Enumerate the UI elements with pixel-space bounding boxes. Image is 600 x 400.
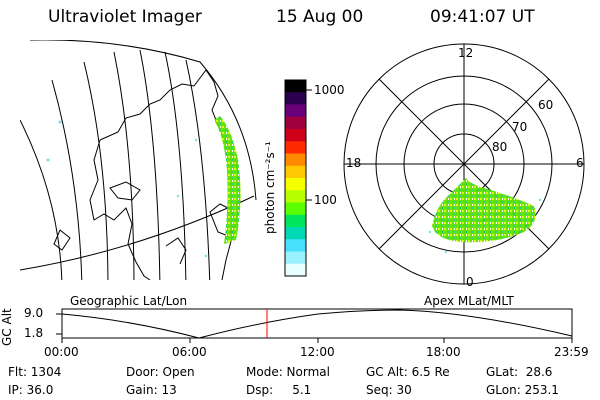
mlt-label-6: 6 <box>576 156 584 170</box>
colorbar-label-100: 100 <box>314 193 337 207</box>
xtick-1200: 12:00 <box>300 345 335 359</box>
colorbar-segment <box>285 80 306 93</box>
info-ip: IP: 36.0 <box>8 383 54 397</box>
geo-aurora <box>46 116 241 258</box>
colorbar-segment <box>285 239 306 253</box>
info-flt: Flt: 1304 <box>8 365 62 379</box>
colorbar-segment <box>285 178 306 191</box>
date-label: 15 Aug 00 <box>276 7 364 27</box>
colorbar-segment <box>285 263 306 277</box>
colorbar-segment <box>285 116 306 130</box>
colorbar-unit-label: photon cm⁻²s⁻¹ <box>263 141 277 234</box>
mlat-label-60: 60 <box>538 98 554 112</box>
info-door: Door: Open <box>126 365 195 379</box>
colorbar-label-1000: 1000 <box>314 83 345 97</box>
geographic-map <box>20 40 257 280</box>
colorbar-segment <box>285 214 306 228</box>
colorbar-segment <box>285 92 306 106</box>
colorbar-segment <box>285 153 306 167</box>
info-seq: Seq: 30 <box>366 383 412 397</box>
colorbar-segment <box>285 190 306 204</box>
info-gcalt: GC Alt: 6.5 Re <box>366 365 450 379</box>
colorbar-segment <box>285 129 306 142</box>
mlt-label-12: 12 <box>458 46 474 60</box>
xtick-0600: 06:00 <box>172 345 207 359</box>
info-dsp: Dsp: 5.1 <box>246 383 312 397</box>
timeline-ylabel: GC Alt <box>0 308 14 346</box>
mlt-label-0: 0 <box>466 275 474 289</box>
polar-aurora <box>428 178 542 254</box>
colorbar-segment <box>285 227 306 240</box>
colorbar-segment <box>285 141 306 155</box>
ytick-1.8: 1.8 <box>24 326 44 340</box>
instrument-title: Ultraviolet Imager <box>48 7 202 27</box>
info-glon: GLon: 253.1 <box>486 383 559 397</box>
ytick-9: 9.0 <box>24 306 44 320</box>
colorbar-segment <box>285 165 306 179</box>
time-label: 09:41:07 UT <box>430 7 535 27</box>
xtick-0000: 00:00 <box>44 345 79 359</box>
colorbar-segment <box>285 251 306 265</box>
colorbar-frame <box>284 79 307 277</box>
altitude-timeline <box>56 308 573 343</box>
geo-panel-label: Geographic Lat/Lon <box>70 294 188 308</box>
info-glat: GLat: 28.6 <box>486 365 553 379</box>
mlat-label-70: 70 <box>512 120 528 134</box>
info-mode: Mode: Normal <box>246 365 330 379</box>
polar-panel-label: Apex MLat/MLT <box>424 294 514 308</box>
mlat-label-80: 80 <box>492 140 508 154</box>
info-gain: Gain: 13 <box>126 383 177 397</box>
colorbar-segment <box>285 104 306 118</box>
xtick-2359: 23:59 <box>554 345 589 359</box>
xtick-1800: 18:00 <box>426 345 461 359</box>
colorbar-segment <box>285 202 306 216</box>
colorbar <box>285 80 306 277</box>
polar-plot <box>343 43 585 285</box>
mlt-label-18: 18 <box>346 156 362 170</box>
